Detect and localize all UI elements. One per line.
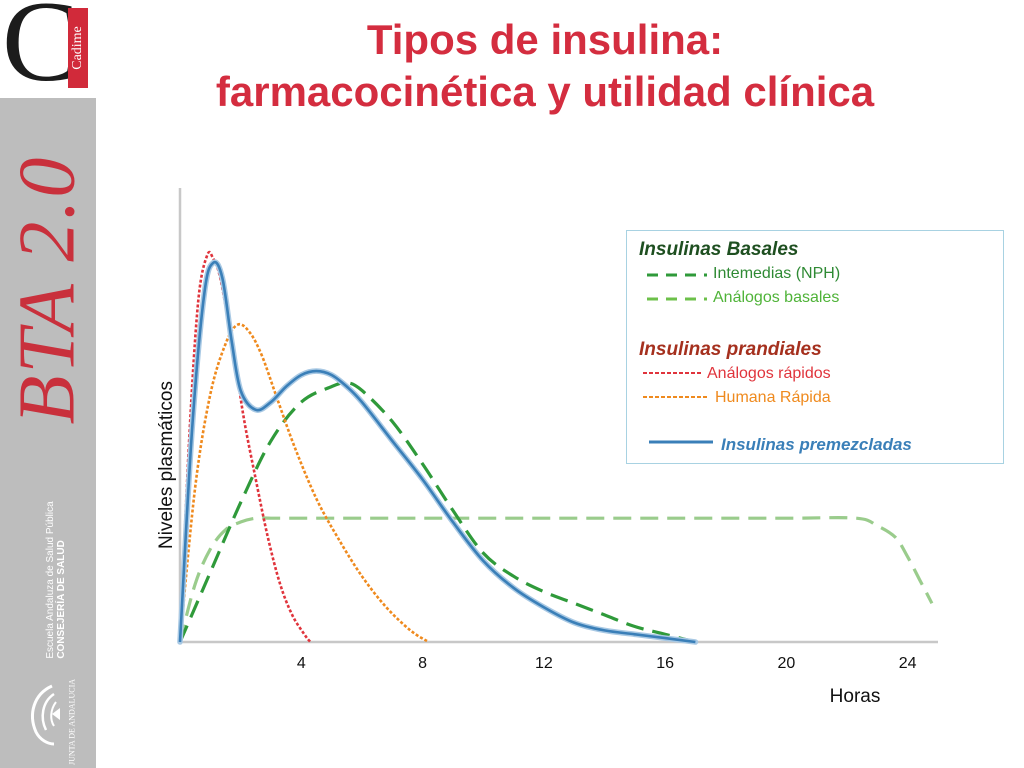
x-axis-label: Horas xyxy=(830,686,881,707)
series-line-analogos-basales xyxy=(178,516,934,643)
y-axis-label: Niveles plasmáticos xyxy=(156,381,177,549)
x-tick-label: 20 xyxy=(778,655,796,672)
series-halo-insulinas-premezcladas xyxy=(177,259,699,645)
x-tick-label: 24 xyxy=(899,655,917,672)
series-line-analogos-rapidos xyxy=(178,250,312,643)
x-tick-label: 8 xyxy=(418,655,427,672)
legend-swatch-rapid-analog xyxy=(643,372,701,374)
chart-series xyxy=(177,250,934,645)
branding-sidebar: C Cadime BTA 2.0 Escuela Andaluza de Sal… xyxy=(0,0,96,768)
cadime-logo-box xyxy=(68,8,88,88)
sidebar-grey-band xyxy=(0,98,96,768)
legend-item-human-rapid: Humana Rápida xyxy=(715,389,831,406)
legend-swatch-human-rapid xyxy=(643,396,707,398)
title-line-2: farmacocinética y utilidad clínica xyxy=(215,68,875,115)
cadime-logo-letter: C xyxy=(2,0,80,106)
chart-legend: Insulinas Basales Intemedias (NPH) Análo… xyxy=(626,230,1004,464)
legend-item-basal-analog: Análogos basales xyxy=(713,289,840,306)
chart-ticks: 4 8 12 16 20 24 xyxy=(297,655,917,672)
slide-title: Tipos de insulina: farmacocinética y uti… xyxy=(110,14,980,118)
legend-swatch-premixed xyxy=(649,440,713,444)
title-line-1: Tipos de insulina: xyxy=(366,16,724,63)
chart-axes xyxy=(178,188,938,644)
legend-swatch-basal-analog xyxy=(647,297,707,301)
legend-item-nph: Intemedias (NPH) xyxy=(713,265,841,282)
series-line-insulinas-premezcladas xyxy=(178,260,696,644)
x-tick-label: 4 xyxy=(297,655,306,672)
legend-swatch-nph xyxy=(647,273,707,277)
legend-basal-header: Insulinas Basales xyxy=(639,239,799,260)
series-line-intemedias-nph xyxy=(178,380,696,644)
legend-prandial-header: Insulinas prandiales xyxy=(639,339,822,360)
x-tick-label: 16 xyxy=(656,655,674,672)
junta-logo-icon xyxy=(31,684,60,746)
legend-item-premixed: Insulinas premezcladas xyxy=(721,435,912,454)
x-tick-label: 12 xyxy=(535,655,553,672)
legend-item-rapid-analog: Análogos rápidos xyxy=(707,365,831,382)
series-line-humana-rapida xyxy=(178,322,430,644)
